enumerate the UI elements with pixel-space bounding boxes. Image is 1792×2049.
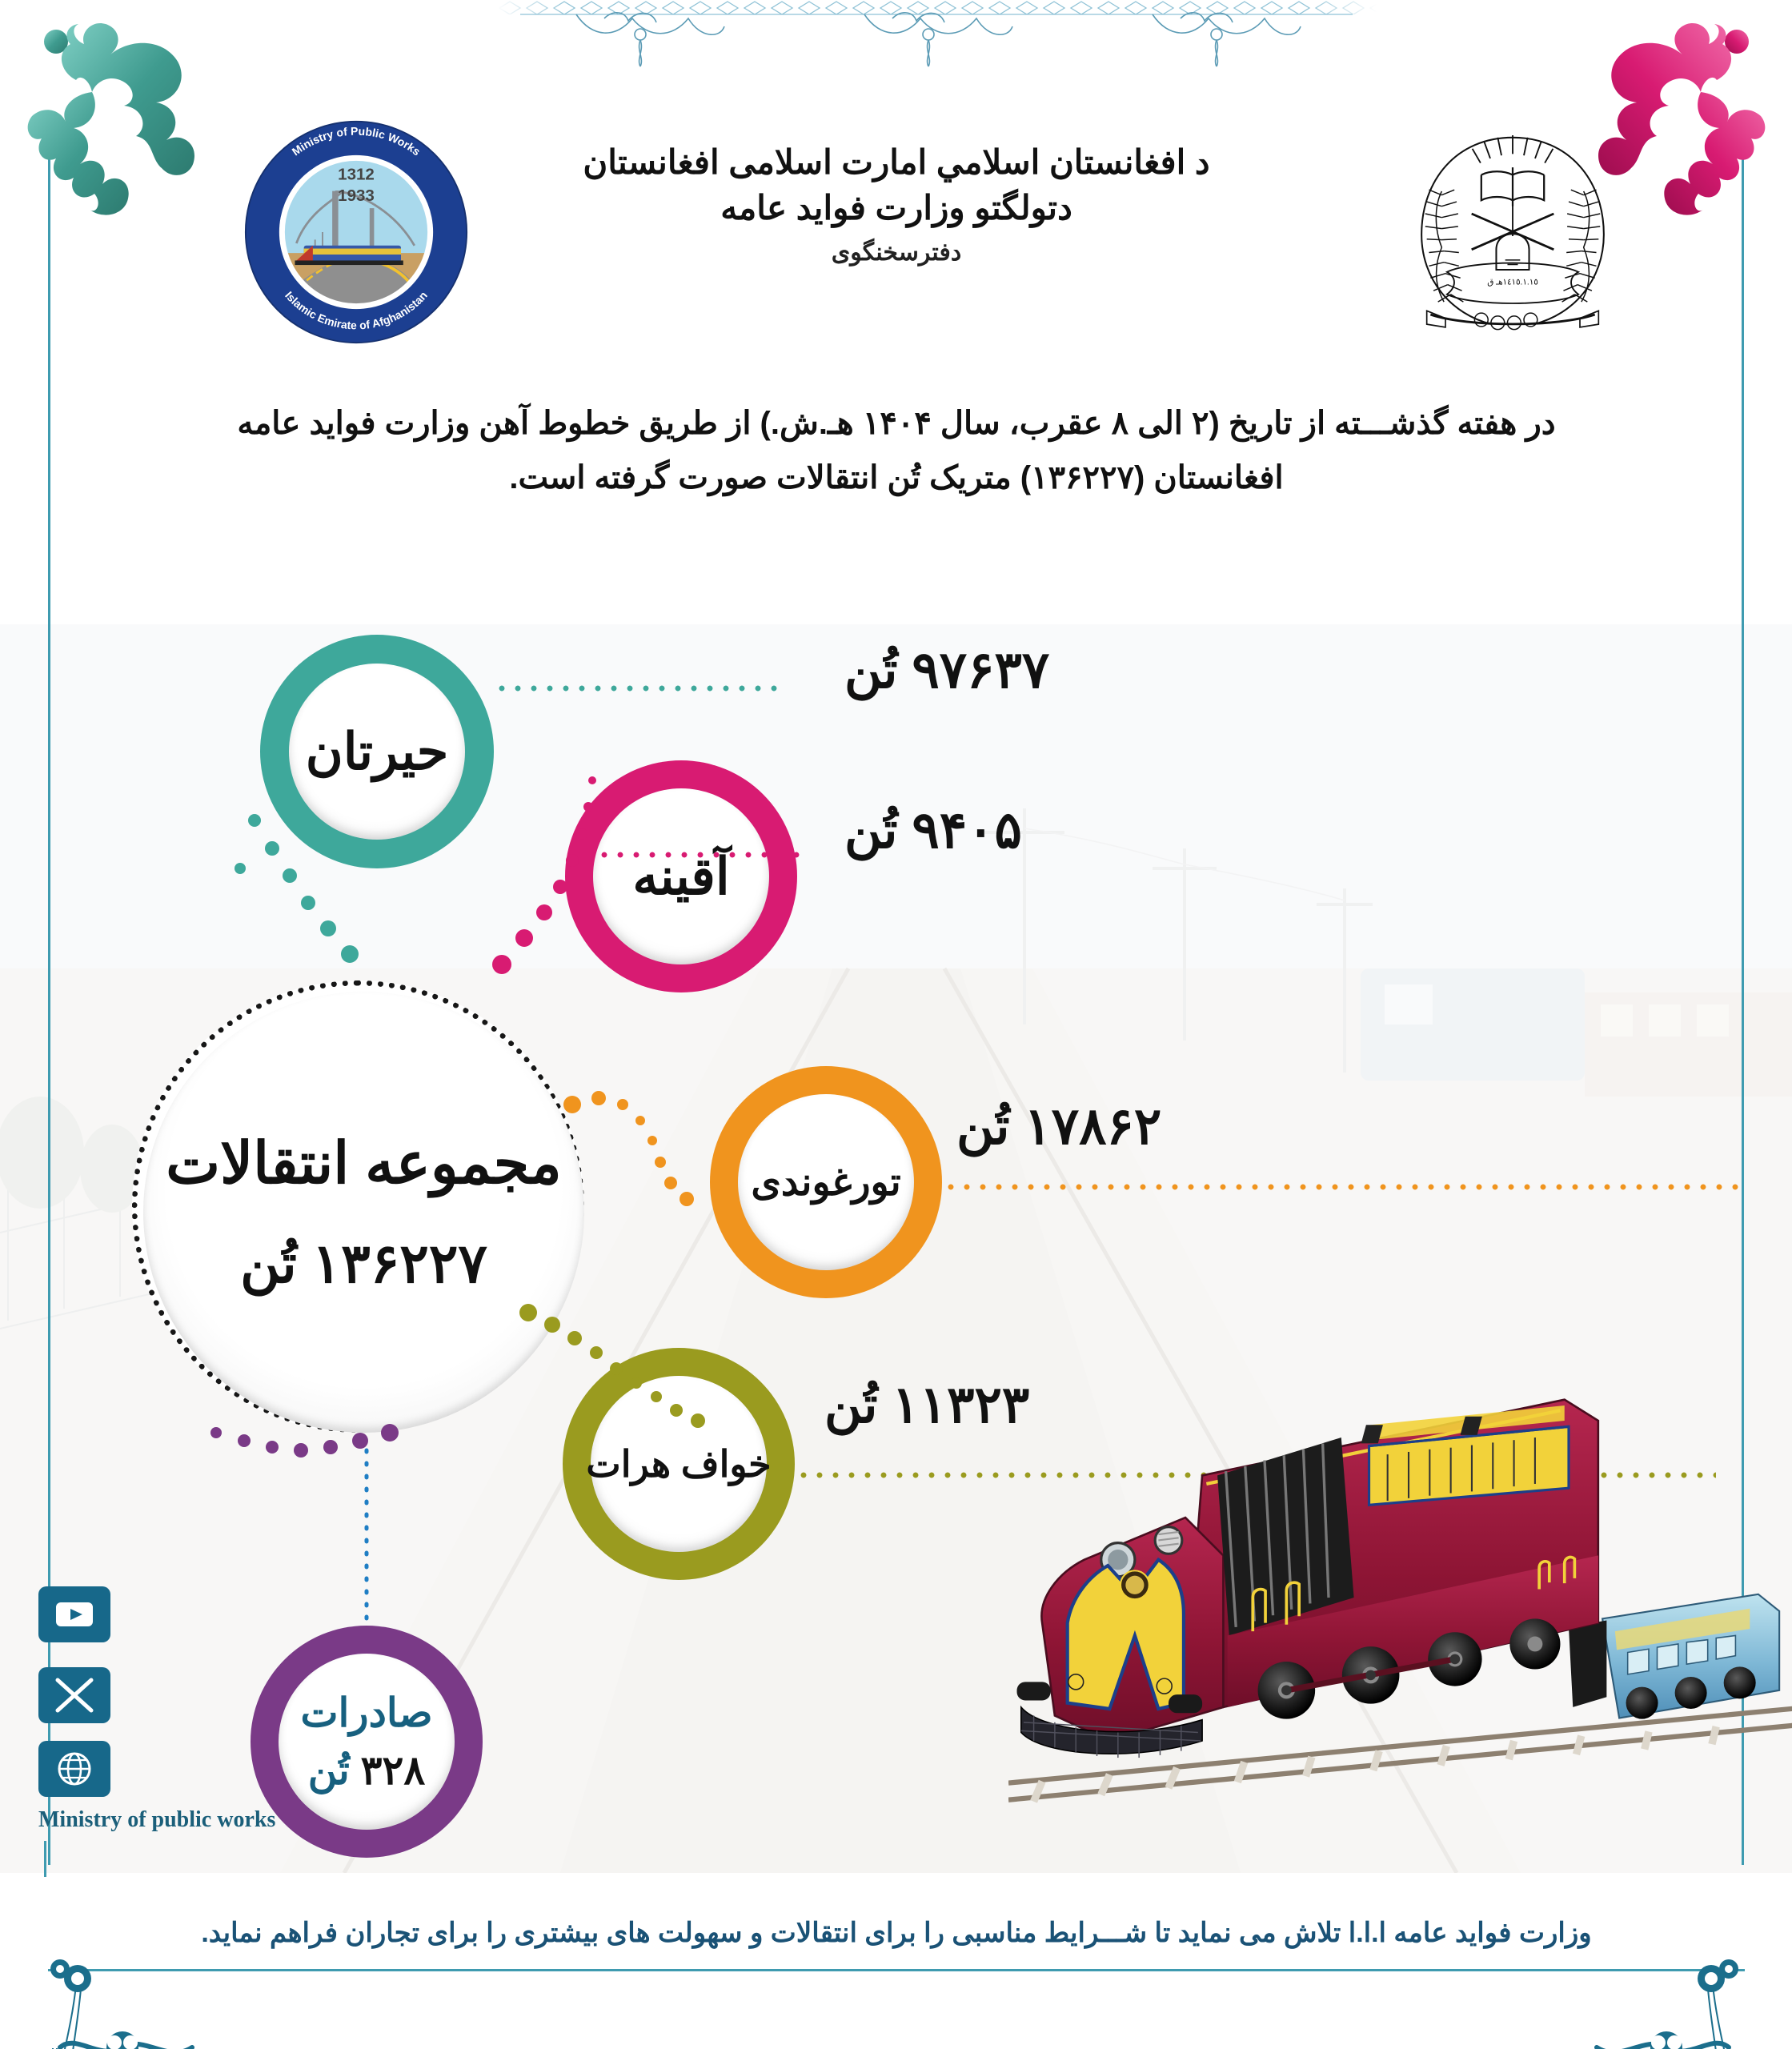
svg-text:١٤١٥.١.١٥هـ ق: ١٤١٥.١.١٥هـ ق <box>1487 279 1537 287</box>
